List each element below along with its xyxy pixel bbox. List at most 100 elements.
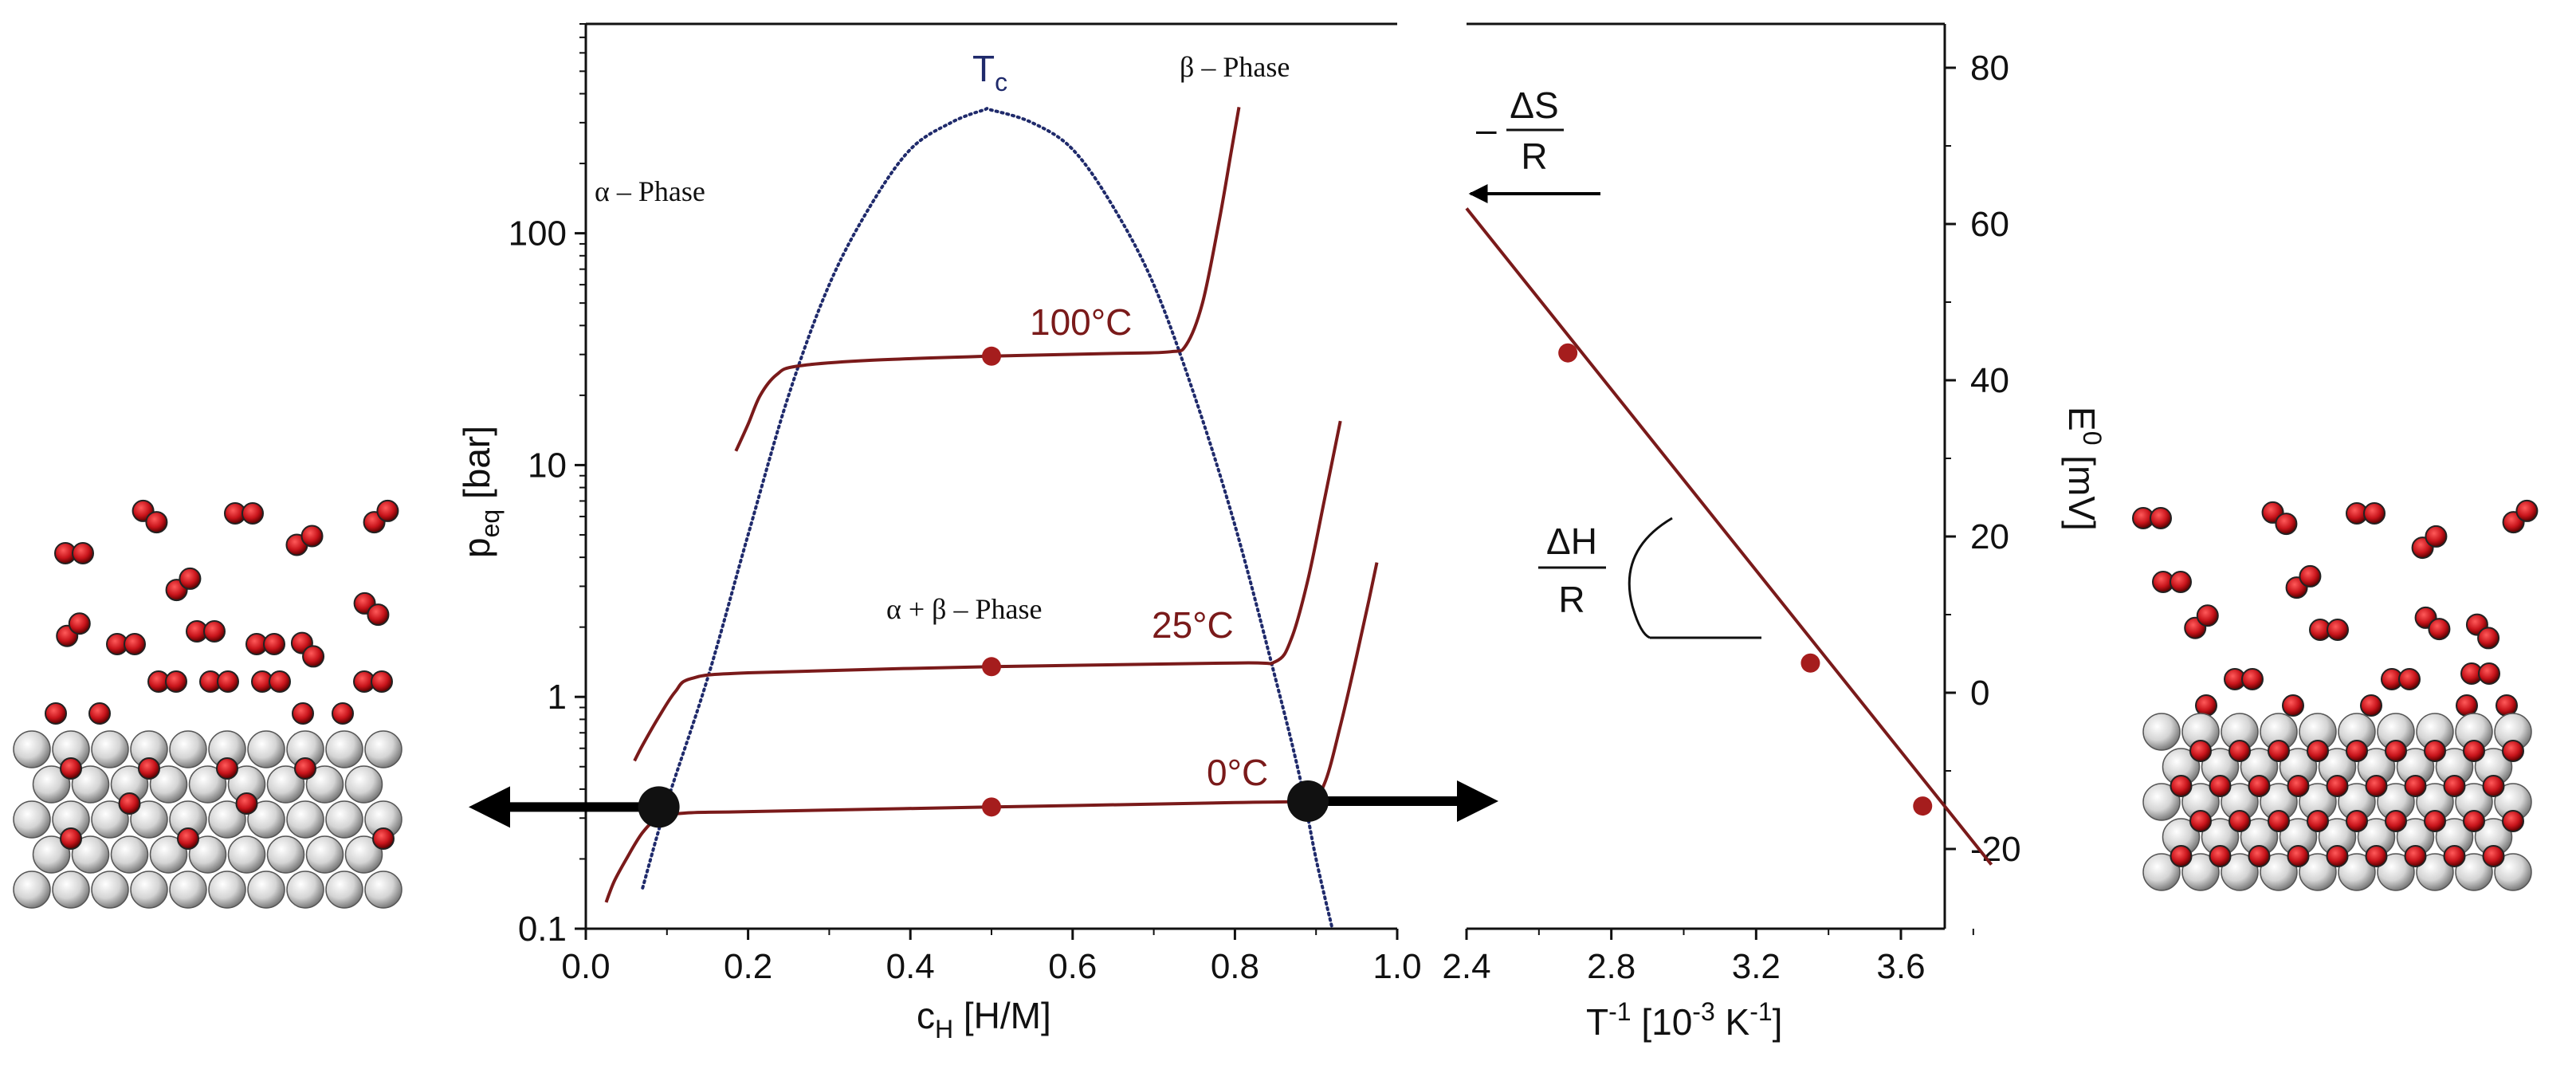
pct-y-unit: [bar] bbox=[456, 426, 497, 509]
left-host-atom bbox=[91, 871, 129, 909]
right-h2-atom bbox=[2241, 668, 2264, 690]
right-interstitial-h bbox=[2170, 845, 2193, 867]
enthalpy-annotation: ΔH R bbox=[1538, 517, 1761, 639]
alpha-beta-phase-label: α + β – Phase bbox=[886, 593, 1042, 625]
left-host-atom bbox=[71, 765, 110, 804]
vant-hoff-data-point bbox=[1800, 653, 1820, 673]
vh-x-sup1: -1 bbox=[1608, 997, 1631, 1026]
vh-x-unit1: [10 bbox=[1632, 1001, 1693, 1043]
vant-hoff-data-point bbox=[1558, 343, 1578, 363]
left-host-atom bbox=[149, 835, 188, 874]
left-h2-atom bbox=[145, 511, 168, 534]
right-interstitial-h bbox=[2287, 845, 2310, 867]
left-host-atom bbox=[286, 871, 324, 909]
right-interstitial-h bbox=[2209, 845, 2232, 867]
left-host-atom bbox=[247, 800, 285, 839]
left-host-atom bbox=[32, 765, 71, 804]
right-host-atom bbox=[2377, 853, 2415, 891]
right-boundary-arrow-head bbox=[1457, 780, 1498, 822]
slope-angle-arc bbox=[1628, 517, 1673, 639]
right-interstitial-h bbox=[2248, 845, 2271, 867]
left-h2-atom bbox=[217, 670, 239, 693]
right-interstitial-h bbox=[2502, 740, 2524, 762]
pct-y-tick-label: 1 bbox=[548, 678, 567, 717]
left-surface-h bbox=[45, 702, 67, 725]
left-host-atom bbox=[208, 800, 246, 839]
right-surface-h bbox=[2496, 694, 2518, 717]
pct-x-axis-title: cH [H/M] bbox=[917, 995, 1051, 1043]
isotherm-0-label: 0°C bbox=[1207, 752, 1268, 793]
right-surface-h bbox=[2282, 694, 2304, 717]
phase-boundary-arrows bbox=[469, 780, 1498, 828]
left-h2-atom bbox=[72, 542, 94, 564]
left-interstitial-h bbox=[372, 827, 395, 850]
right-interstitial-h bbox=[2326, 775, 2349, 797]
vh-y-tick-label: 40 bbox=[1970, 361, 2009, 400]
left-interstitial-h bbox=[177, 827, 199, 850]
right-interstitial-h bbox=[2228, 740, 2251, 762]
pct-x-unit: [H/M] bbox=[953, 995, 1051, 1036]
right-h2-atom bbox=[2428, 618, 2451, 641]
left-host-atom bbox=[344, 835, 383, 874]
left-host-atom bbox=[208, 871, 246, 909]
right-h2-atom bbox=[2275, 513, 2298, 536]
beta-phase-lattice-illustration bbox=[2132, 499, 2539, 891]
isotherm-100-midpoint bbox=[982, 346, 1001, 366]
left-host-atom bbox=[266, 835, 305, 874]
right-h2-atom bbox=[2150, 507, 2172, 529]
left-surface-h bbox=[88, 702, 111, 725]
right-surface-h bbox=[2360, 694, 2382, 717]
right-interstitial-h bbox=[2424, 740, 2446, 762]
pct-curves bbox=[604, 107, 1379, 930]
pct-x-c: c bbox=[917, 995, 935, 1036]
right-interstitial-h bbox=[2189, 740, 2212, 762]
pct-y-p: p bbox=[456, 537, 497, 558]
critical-temperature-label: Tc bbox=[972, 48, 1007, 96]
vh-y-tick-label: 0 bbox=[1970, 674, 1989, 713]
vh-x-tick-label: 2.4 bbox=[1442, 947, 1490, 986]
vant-hoff-data-point bbox=[1913, 796, 1933, 816]
right-host-atom bbox=[2260, 853, 2298, 891]
pct-x-tick-label: 0.8 bbox=[1211, 947, 1259, 986]
right-host-atom bbox=[2416, 853, 2454, 891]
isotherm-100-curve bbox=[734, 107, 1241, 452]
left-host-atom bbox=[130, 871, 168, 909]
left-host-atom bbox=[110, 835, 149, 874]
right-host-atom bbox=[2142, 783, 2181, 821]
vh-x-tick-label: 3.2 bbox=[1732, 947, 1781, 986]
left-host-atom bbox=[305, 835, 344, 874]
pct-y-tick-label: 100 bbox=[509, 214, 567, 253]
right-interstitial-h bbox=[2443, 845, 2466, 867]
pct-y-axis-title: peq [bar] bbox=[456, 426, 505, 558]
pct-y-tick-label: 10 bbox=[528, 446, 567, 485]
left-host-atom bbox=[325, 800, 363, 839]
right-host-atom bbox=[2142, 713, 2181, 751]
right-surface-h bbox=[2456, 694, 2478, 717]
left-host-atom bbox=[13, 730, 51, 768]
right-h2-atom bbox=[2425, 525, 2448, 548]
vh-x-t: T bbox=[1586, 1001, 1608, 1043]
right-host-atom bbox=[2181, 853, 2220, 891]
right-host-atom bbox=[2221, 853, 2259, 891]
left-host-atom bbox=[32, 835, 71, 874]
vh-y-axis-title: E0 [mV] bbox=[2061, 407, 2107, 531]
vh-x-unit2: K bbox=[1715, 1001, 1750, 1043]
left-host-atom bbox=[364, 871, 402, 909]
left-h2-atom bbox=[263, 633, 285, 655]
right-interstitial-h bbox=[2385, 810, 2407, 832]
right-surface-h bbox=[2195, 694, 2217, 717]
right-interstitial-h bbox=[2482, 845, 2505, 867]
right-interstitial-h bbox=[2404, 775, 2427, 797]
alpha-boundary-point bbox=[638, 786, 680, 828]
isotherm-100-label: 100°C bbox=[1030, 301, 1132, 343]
left-h2-atom bbox=[376, 499, 399, 522]
pct-y-tick-label: 0.1 bbox=[518, 910, 567, 949]
pct-ticks: 0.0 0.2 0.4 0.6 0.8 1.0 0.1 1 10 100 bbox=[509, 23, 1422, 986]
alpha-phase-label: α – Phase bbox=[595, 175, 705, 207]
vh-x-tick-label: 3.6 bbox=[1876, 947, 1925, 986]
right-h2-atom bbox=[2515, 499, 2539, 522]
right-interstitial-h bbox=[2482, 775, 2505, 797]
left-host-atom bbox=[71, 835, 110, 874]
right-host-atom bbox=[2338, 853, 2376, 891]
tc-sub: c bbox=[995, 68, 1007, 96]
